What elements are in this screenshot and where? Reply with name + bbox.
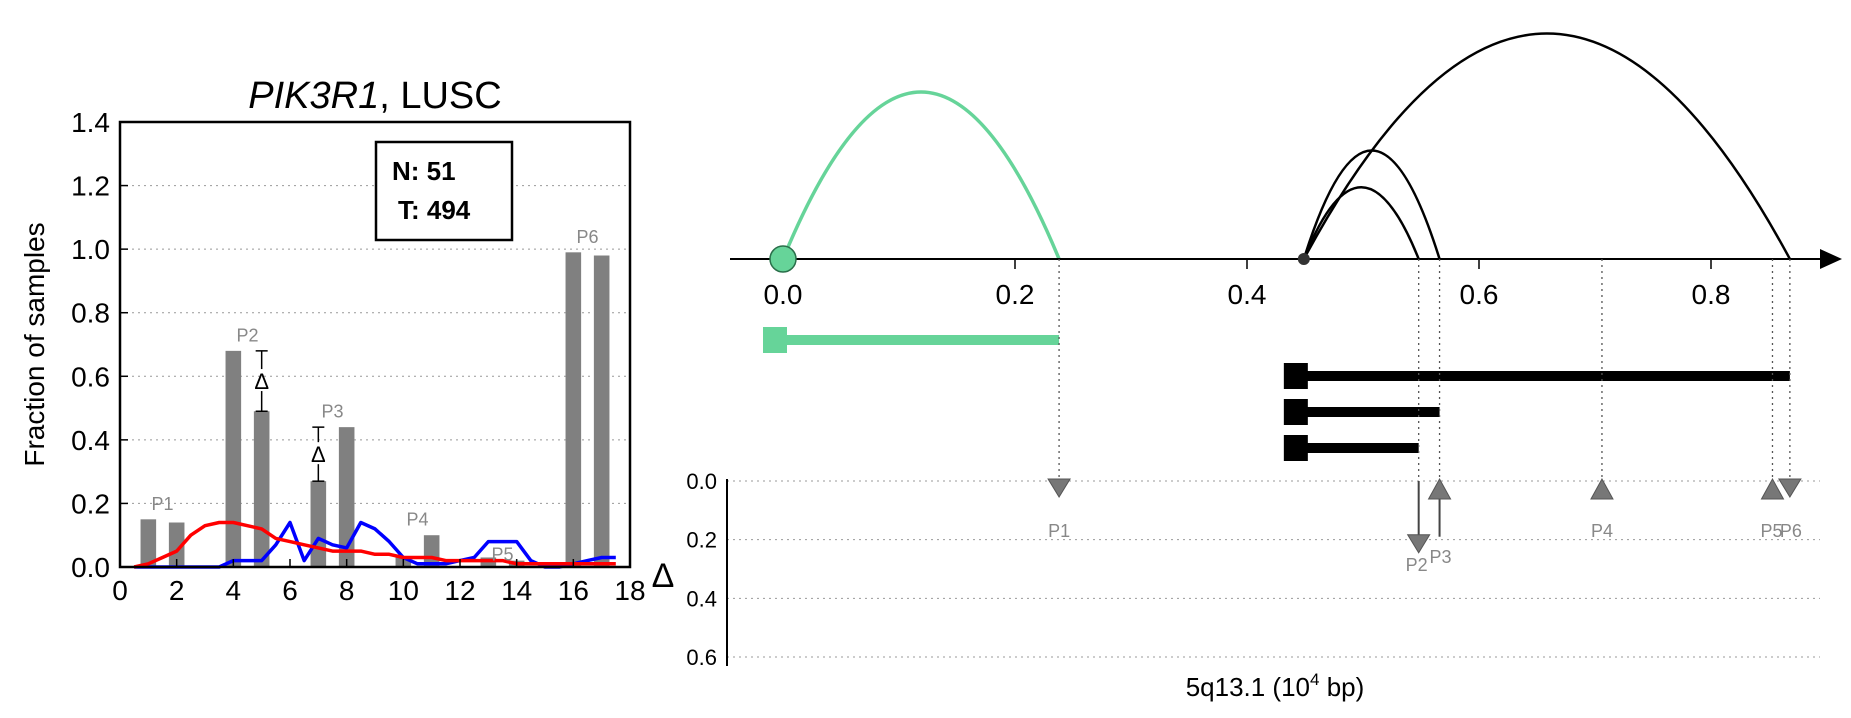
left-gridlines xyxy=(120,185,630,504)
genomic-tick-label: 0.4 xyxy=(1228,279,1267,310)
peak-label: P1 xyxy=(151,494,173,514)
peak-labels: P1 P2 P3 P4 P5 P6 xyxy=(151,227,598,565)
peak-marker-label: P6 xyxy=(1780,521,1802,541)
y-tick-label: 0.0 xyxy=(71,552,110,583)
x-tick-label: 0 xyxy=(112,575,128,606)
up-triangle-marker xyxy=(1590,477,1614,500)
dotted-guides xyxy=(1058,259,1791,481)
delta-tick-label: 0.4 xyxy=(686,586,717,611)
y-tick-label: 1.4 xyxy=(71,107,110,138)
x-axis-ticks: 0 2 4 6 8 10 12 14 16 18 xyxy=(112,559,646,606)
title-rest: , LUSC xyxy=(379,75,501,117)
x-tick-label: 8 xyxy=(339,575,355,606)
link-arc xyxy=(1302,32,1791,260)
line-series-group xyxy=(133,520,616,569)
y-tick-label: 0.6 xyxy=(71,361,110,392)
peak-marker-label: P4 xyxy=(1591,521,1613,541)
delta-axis: 0.0 0.2 0.4 0.6 xyxy=(686,469,728,670)
count-box-frame xyxy=(374,140,514,242)
tumor-series-line xyxy=(133,520,616,569)
y-tick-label: 0.2 xyxy=(71,488,110,519)
bar xyxy=(225,350,242,567)
axis-label-sup: 4 xyxy=(1310,670,1319,689)
down-triangle-marker xyxy=(1777,478,1802,498)
peak-label: P4 xyxy=(406,510,428,530)
count-box: N: 51 T: 494 xyxy=(374,140,514,242)
peak-marker-label: P3 xyxy=(1430,547,1452,567)
up-triangle-marker xyxy=(1427,477,1452,500)
arc-origins xyxy=(769,245,1310,273)
origin-dot xyxy=(769,245,797,273)
delta-tick-label: 0.6 xyxy=(686,645,717,670)
bar xyxy=(168,522,185,567)
bar xyxy=(338,427,355,567)
x-tick-label: 6 xyxy=(282,575,298,606)
y-tick-label: 0.8 xyxy=(71,298,110,329)
peak-label: P5 xyxy=(491,545,513,565)
genomic-axis xyxy=(730,249,1842,269)
genomic-tick-label: 0.0 xyxy=(764,279,803,310)
chart-title: PIK3R1, LUSC xyxy=(248,75,501,117)
y-tick-label: 0.4 xyxy=(71,425,110,456)
peak-label: P6 xyxy=(576,227,598,247)
x-tick-label: 14 xyxy=(501,575,532,606)
y-tick-label: 1.2 xyxy=(71,171,110,202)
tumor-count: T: 494 xyxy=(398,195,471,225)
y-axis-ticks: 0.0 0.2 0.4 0.6 0.8 1.0 1.2 1.4 xyxy=(71,107,128,583)
delta-tick-label: 0.2 xyxy=(686,528,717,553)
bar-group xyxy=(140,252,610,568)
up-triangle-marker xyxy=(1760,477,1785,500)
genomic-axis-ticks: 0.0 0.2 0.4 0.6 0.8 xyxy=(764,259,1731,310)
x-tick-label: 10 xyxy=(388,575,419,606)
bar xyxy=(310,481,327,567)
arc-diagram-panel: 0.0 0.2 0.4 0.6 0.8 0.0 0.2 0.4 0.6 P1 P2 P3 P4 P5P… xyxy=(652,32,1842,702)
axis-label-tail: bp) xyxy=(1319,672,1364,702)
bar xyxy=(593,255,610,567)
arc-group xyxy=(781,32,1791,260)
delta-tick-label: 0.0 xyxy=(686,469,717,494)
genomic-axis-label: 5q13.1 (104 bp) xyxy=(1186,670,1365,702)
link-arc xyxy=(1302,149,1441,260)
peak-marker-label: P1 xyxy=(1048,521,1070,541)
peak-marker-label: P5 xyxy=(1760,521,1782,541)
plot-frame xyxy=(118,120,632,569)
bar xyxy=(140,519,157,567)
peak-label: P3 xyxy=(321,402,343,422)
x-tick-label: 12 xyxy=(444,575,475,606)
normal-count: N: 51 xyxy=(392,156,456,186)
segment-bars xyxy=(763,327,1790,461)
axis-arrowhead xyxy=(1820,249,1842,269)
link-arc xyxy=(1302,185,1420,260)
axis-label-main: 5q13.1 (10 xyxy=(1186,672,1310,702)
down-triangle-marker xyxy=(1406,534,1431,554)
title-gene: PIK3R1 xyxy=(248,75,379,117)
x-tick-label: 4 xyxy=(226,575,242,606)
peak-label: P2 xyxy=(236,325,258,345)
down-triangle-marker xyxy=(1047,478,1071,498)
delta-axis-label: Δ xyxy=(652,557,675,595)
delta-markers: ΔΔ xyxy=(254,350,326,482)
delta-symbol: Δ xyxy=(311,442,326,467)
origin-dot xyxy=(1297,253,1310,265)
genomic-tick-label: 0.6 xyxy=(1460,279,1499,310)
genomic-tick-label: 0.2 xyxy=(996,279,1035,310)
link-arc xyxy=(781,90,1061,260)
genomic-tick-label: 0.8 xyxy=(1692,279,1731,310)
x-tick-label: 2 xyxy=(169,575,185,606)
x-tick-label: 16 xyxy=(558,575,589,606)
delta-symbol: Δ xyxy=(254,369,269,394)
normal-series-line xyxy=(134,520,616,569)
peak-marker-label: P2 xyxy=(1406,555,1428,575)
y-tick-label: 1.0 xyxy=(71,234,110,265)
x-tick-label: 18 xyxy=(614,575,645,606)
delta-gridlines xyxy=(727,480,1820,658)
bar xyxy=(253,411,270,567)
bar xyxy=(565,252,582,568)
y-axis-label: Fraction of samples xyxy=(19,222,50,466)
